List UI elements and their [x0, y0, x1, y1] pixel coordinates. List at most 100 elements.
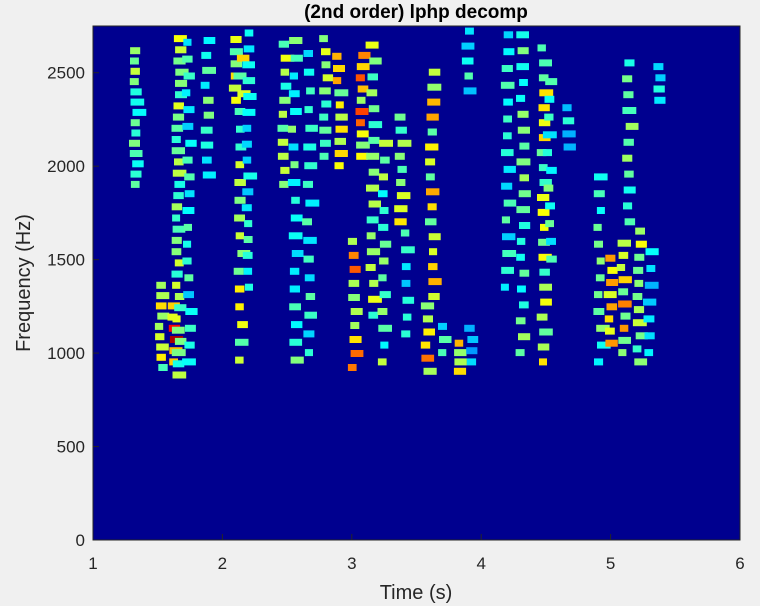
spectrogram-cell: [596, 207, 605, 214]
spectrogram-cell: [288, 143, 299, 151]
spectrogram-cell: [624, 170, 634, 178]
spectrogram-cell: [438, 322, 447, 330]
harmonic-band: [536, 44, 554, 366]
spectrogram-cell: [427, 203, 437, 211]
spectrogram-cell: [623, 202, 633, 210]
spectrogram-cell: [562, 130, 576, 138]
spectrogram-cell: [427, 83, 442, 91]
spectrogram-cell: [619, 324, 629, 332]
spectrogram-cell: [634, 253, 645, 261]
spectrogram-cell: [130, 98, 145, 106]
spectrogram-cell: [320, 139, 331, 147]
x-tick-label: 1: [88, 554, 97, 573]
spectrogram-cell: [401, 330, 411, 338]
spectrogram-cell: [420, 341, 431, 349]
spectrogram-cell: [594, 358, 604, 366]
spectrogram-cell: [633, 266, 644, 274]
spectrogram-cell: [167, 302, 180, 310]
spectrogram-cell: [544, 95, 555, 103]
spectrogram-cell: [200, 81, 210, 89]
spectrogram-cell: [350, 322, 360, 329]
spectrogram-cell: [171, 349, 186, 357]
spectrogram-cell: [172, 225, 186, 233]
spectrogram-cell: [365, 41, 379, 49]
spectrogram-cell: [332, 52, 342, 60]
spectrogram-cell: [172, 214, 181, 222]
spectrogram-cell: [183, 38, 192, 46]
spectrogram-cell: [426, 188, 440, 196]
spectrogram-cell: [519, 142, 530, 150]
spectrogram-cell: [202, 156, 212, 164]
spectrogram-cell: [291, 321, 303, 329]
spectrogram-cell: [461, 42, 475, 50]
spectrogram-cell: [635, 240, 647, 248]
spectrogram-cell: [519, 79, 528, 86]
harmonic-band: [643, 248, 659, 357]
harmonic-band: [302, 50, 320, 357]
spectrogram-cell: [501, 216, 510, 224]
spectrogram-cell: [303, 330, 315, 338]
harmonic-band: [562, 104, 576, 151]
spectrogram-cell: [402, 296, 415, 304]
spectrogram-cell: [157, 312, 170, 320]
spectrogram-cell: [517, 126, 530, 134]
spectrogram-cell: [519, 174, 529, 182]
spectrogram-cell: [428, 278, 442, 286]
spectrogram-cell: [454, 358, 467, 366]
spectrogram-cell: [305, 124, 318, 132]
spectrogram-cell: [242, 251, 253, 259]
spectrogram-cell: [304, 274, 315, 282]
spectrogram-cell: [174, 337, 187, 345]
spectrogram-cell: [350, 308, 363, 315]
y-axis-label: Frequency (Hz): [13, 214, 35, 352]
spectrogram-cell: [394, 218, 407, 226]
spectrogram-cell: [173, 192, 184, 200]
harmonic-band: [622, 59, 639, 226]
y-tick-label: 500: [57, 438, 85, 457]
spectrogram-cell: [321, 48, 331, 56]
spectrogram-cell: [154, 322, 164, 330]
spectrogram-cell: [378, 274, 387, 282]
spectrogram-cell: [606, 303, 618, 311]
spectrogram-cell: [242, 77, 256, 85]
spectrogram-cell: [130, 67, 140, 75]
spectrogram-cell: [622, 154, 633, 162]
spectrogram-cell: [172, 113, 185, 121]
spectrogram-cell: [355, 108, 369, 115]
spectrogram-cell: [288, 232, 303, 240]
spectrogram-cell: [350, 350, 364, 357]
spectrogram-cell: [302, 180, 313, 188]
spectrogram-cell: [321, 61, 331, 69]
spectrogram-cell: [303, 255, 314, 263]
spectrogram-cell: [604, 315, 614, 323]
harmonic-band: [171, 35, 189, 379]
spectrogram-cell: [379, 240, 392, 248]
spectrogram-cell: [287, 125, 296, 133]
spectrogram-cell: [335, 125, 348, 133]
spectrogram-cell: [503, 98, 513, 106]
y-axis: 0 500 1000 1500 2000 2500: [47, 64, 99, 550]
spectrogram-cell: [500, 81, 515, 89]
spectrogram-cell: [620, 312, 631, 320]
spectrogram-cell: [425, 218, 437, 226]
harmonic-band: [241, 29, 258, 291]
spectrogram-cell: [546, 237, 556, 245]
spectrogram-cell: [625, 122, 639, 130]
y-tick-label: 2500: [47, 64, 85, 83]
spectrogram-cell: [304, 311, 317, 319]
spectrogram-cell: [538, 104, 550, 112]
spectrogram-cell: [618, 288, 629, 296]
spectrogram-cell: [172, 360, 185, 368]
spectrogram-cell: [155, 333, 165, 341]
spectrogram-cell: [377, 308, 388, 315]
spectrogram-cell: [242, 108, 256, 116]
spectrogram-cell: [235, 356, 244, 364]
spectrogram-cell: [633, 306, 645, 314]
harmonic-band: [603, 254, 619, 347]
spectrogram-cell: [502, 250, 517, 257]
spectrogram-cell: [321, 100, 332, 108]
spectrogram-cell: [464, 324, 475, 332]
spectrogram-cell: [516, 158, 531, 166]
spectrogram-cell: [356, 96, 366, 104]
